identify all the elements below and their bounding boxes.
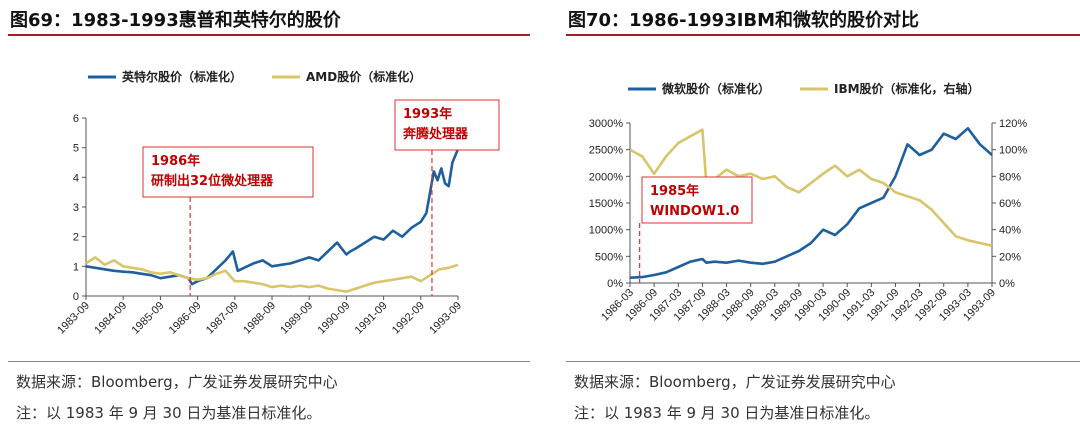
series-line-2 bbox=[629, 128, 993, 247]
source-text-left: 数据来源：Bloomberg，广发证券发展研究中心 bbox=[16, 373, 338, 391]
x-tick-label: 1993-09 bbox=[427, 300, 464, 337]
legend-label-1: 英特尔股价（标准化） bbox=[122, 69, 242, 84]
chart-title-right: 图70：1986-1993IBM和微软的股价对比 bbox=[568, 10, 920, 31]
y-tick-label: 2 bbox=[73, 232, 79, 244]
x-tick-label: 1989-09 bbox=[278, 300, 315, 337]
y-tick-label: 2500% bbox=[589, 145, 623, 157]
y2-tick-label: 0% bbox=[999, 278, 1015, 290]
x-tick-label: 1988-09 bbox=[241, 300, 278, 337]
note-text-right: 注：以 1983 年 9 月 30 日为基准日标准化。 bbox=[574, 404, 880, 422]
y2-tick-label: 60% bbox=[999, 198, 1021, 210]
y-tick-label: 6 bbox=[73, 113, 79, 125]
y-tick-label: 5 bbox=[73, 143, 79, 155]
y2-tick-label: 100% bbox=[999, 145, 1027, 157]
series-line-1 bbox=[629, 127, 993, 279]
y-tick-label: 3000% bbox=[589, 118, 623, 130]
annotation-text: 奔腾处理器 bbox=[402, 126, 469, 142]
x-tick-label: 1991-09 bbox=[353, 300, 390, 337]
source-divider-left bbox=[8, 361, 530, 362]
title-divider-left bbox=[8, 34, 530, 36]
legend-label-2: AMD股价（标准化） bbox=[306, 69, 421, 84]
annotation-text: 1985年 bbox=[650, 183, 699, 199]
annotation-box bbox=[394, 99, 500, 151]
y2-tick-label: 120% bbox=[999, 118, 1027, 130]
x-tick-label: 1986-09 bbox=[167, 300, 204, 337]
x-tick-label: 1984-09 bbox=[92, 300, 129, 337]
y-tick-label: 1 bbox=[73, 261, 79, 273]
chart-right: 0% 500% 1000% 1500% 2000% 2500% 3000% 0% 20% 40% 6… bbox=[589, 81, 1028, 324]
annotation-text: WINDOW1.0 bbox=[650, 204, 739, 219]
y-tick-label: 3 bbox=[73, 202, 79, 214]
chart-left: 0 1 2 3 4 5 6 1983-09 1984-09 1985-09 1986-09 1987-… bbox=[55, 69, 500, 337]
y2-tick-label: 80% bbox=[999, 171, 1021, 183]
x-tick-label: 1992-09 bbox=[390, 300, 427, 337]
annotation-box bbox=[641, 176, 753, 224]
source-text-right: 数据来源：Bloomberg，广发证券发展研究中心 bbox=[574, 373, 896, 391]
legend-label-1: 微软股价（标准化） bbox=[661, 81, 770, 96]
y-tick-label: 2000% bbox=[589, 171, 623, 183]
y-tick-label: 1000% bbox=[589, 225, 623, 237]
x-tick-label: 1987-09 bbox=[204, 300, 241, 337]
y-tick-label: 0% bbox=[607, 278, 623, 290]
y2-tick-label: 40% bbox=[999, 225, 1021, 237]
x-tick-label: 1985-09 bbox=[129, 300, 166, 337]
y-tick-label: 1500% bbox=[589, 198, 623, 210]
y-tick-label: 4 bbox=[73, 172, 79, 184]
annotation-text: 1986年 bbox=[151, 153, 200, 169]
panel-left: 图69：1983-1993惠普和英特尔的股价 0 1 2 3 4 5 6 1983-09 198… bbox=[0, 0, 530, 428]
annotation-text: 研制出32位微处理器 bbox=[151, 173, 274, 189]
y-tick-label: 500% bbox=[595, 251, 623, 263]
chart-title-left: 图69：1983-1993惠普和英特尔的股价 bbox=[10, 10, 341, 31]
y2-tick-label: 20% bbox=[999, 251, 1021, 263]
y-tick-label: 0 bbox=[73, 291, 79, 303]
source-divider-right bbox=[566, 361, 1080, 362]
x-tick-label: 1983-09 bbox=[55, 300, 92, 337]
annotation-text: 1993年 bbox=[403, 106, 452, 122]
panel-right: 图70：1986-1993IBM和微软的股价对比 0% 500% 1000% 1500… bbox=[558, 0, 1080, 428]
x-tick-label: 1990-09 bbox=[315, 300, 352, 337]
note-text-left: 注：以 1983 年 9 月 30 日为基准日标准化。 bbox=[16, 404, 322, 422]
title-divider-right bbox=[566, 34, 1080, 36]
annotation-box bbox=[142, 146, 314, 198]
legend-label-2: IBM股价（标准化，右轴） bbox=[834, 81, 980, 96]
